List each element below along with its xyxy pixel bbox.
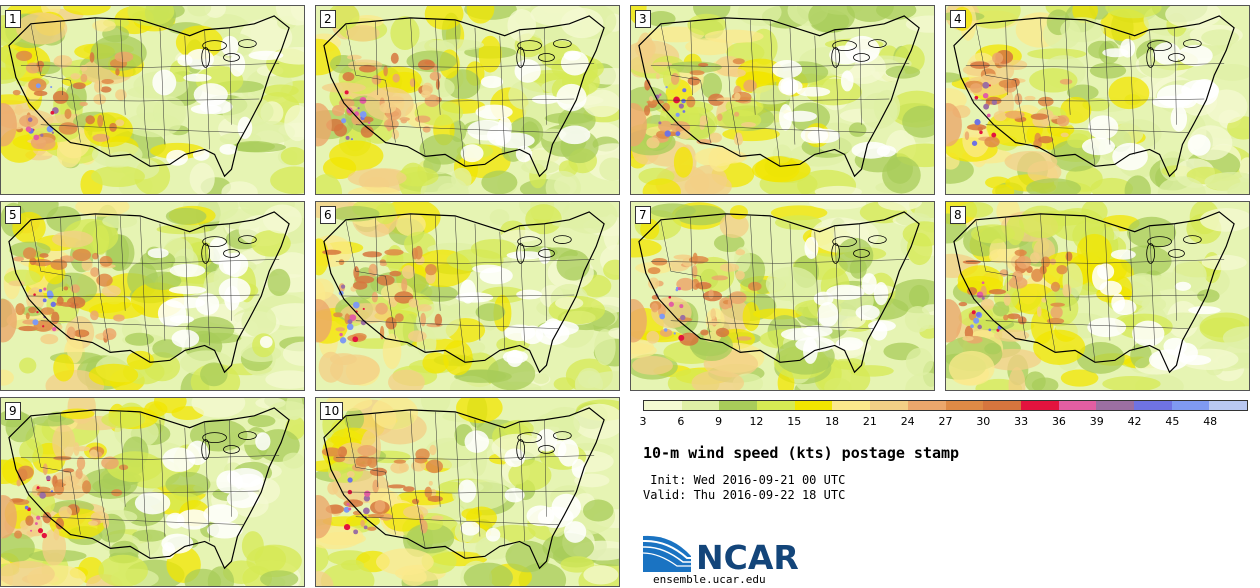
colorbar-tick-label: 12: [749, 415, 764, 428]
colorbar-tick-label: 33: [1014, 415, 1029, 428]
wind-speed-map: [316, 202, 619, 390]
colorbar-tick-label: 18: [825, 415, 840, 428]
wind-speed-map: [946, 202, 1249, 390]
colorbar-segment: [794, 401, 833, 410]
colorbar-tick-label: 45: [1165, 415, 1180, 428]
stamp-panel-4: 4: [945, 5, 1250, 195]
wind-speed-map: [1, 398, 304, 586]
colorbar-tick-label: 6: [677, 415, 685, 428]
member-number: 2: [320, 10, 336, 28]
member-number: 8: [950, 206, 966, 224]
wind-speed-map: [946, 6, 1249, 194]
colorbar-segment: [832, 401, 871, 410]
colorbar-segment: [1020, 401, 1059, 410]
colorbar-segment: [1133, 401, 1172, 410]
stamp-panel-7: 7: [630, 201, 935, 391]
colorbar-segment: [1209, 401, 1247, 410]
ncar-logo-text: NCAR: [696, 538, 799, 577]
colorbar-segment: [644, 401, 682, 410]
colorbar-segment: [983, 401, 1021, 410]
member-number: 4: [950, 10, 966, 28]
colorbar-tick-label: 3: [639, 415, 647, 428]
colorbar-tick-label: 27: [938, 415, 953, 428]
colorbar: [643, 400, 1248, 411]
colorbar-tick-label: 9: [715, 415, 723, 428]
colorbar-segment: [681, 401, 720, 410]
stamp-panel-3: 3: [630, 5, 935, 195]
wind-speed-map: [1, 202, 304, 390]
colorbar-tick-label: 48: [1203, 415, 1218, 428]
wind-speed-map: [316, 6, 619, 194]
colorbar-tick-label: 30: [976, 415, 991, 428]
colorbar-segment: [945, 401, 984, 410]
colorbar-segment: [719, 401, 758, 410]
stamp-panel-2: 2: [315, 5, 620, 195]
colorbar-tick-label: 15: [787, 415, 802, 428]
colorbar-segment: [757, 401, 795, 410]
member-number: 3: [635, 10, 651, 28]
colorbar-tick-label: 36: [1051, 415, 1066, 428]
member-number: 5: [5, 206, 21, 224]
stamp-panel-9: 9: [0, 397, 305, 587]
wind-speed-map: [631, 202, 934, 390]
init-time: Init: Wed 2016-09-21 00 UTC: [643, 473, 846, 487]
member-number: 6: [320, 206, 336, 224]
stamp-panel-5: 5: [0, 201, 305, 391]
colorbar-segment: [870, 401, 908, 410]
colorbar-tick-label: 24: [900, 415, 915, 428]
ensemble-url: ensemble.ucar.edu: [653, 573, 766, 586]
stamp-panel-1: 1: [0, 5, 305, 195]
member-number: 10: [320, 402, 344, 420]
wind-speed-map: [1, 6, 304, 194]
colorbar-tick-label: 39: [1089, 415, 1104, 428]
ncar-logo-icon: [643, 535, 691, 572]
member-number: 7: [635, 206, 651, 224]
colorbar-segment: [1096, 401, 1134, 410]
member-number: 9: [5, 402, 21, 420]
stamp-panel-8: 8: [945, 201, 1250, 391]
member-number: 1: [5, 10, 21, 28]
valid-time: Valid: Thu 2016-09-22 18 UTC: [643, 488, 846, 502]
colorbar-segment: [1171, 401, 1210, 410]
plot-title: 10-m wind speed (kts) postage stamp: [643, 444, 960, 462]
stamp-panel-10: 10: [315, 397, 620, 587]
colorbar-segment: [1058, 401, 1097, 410]
colorbar-tick-label: 21: [862, 415, 877, 428]
colorbar-tick-label: 42: [1127, 415, 1142, 428]
wind-speed-map: [316, 398, 619, 586]
colorbar-ticks: 3 6 9 12 15 18 21 24 27 30 33 36 39 42 45 48: [639, 415, 1248, 429]
stamp-panel-6: 6: [315, 201, 620, 391]
wind-speed-map: [631, 6, 934, 194]
colorbar-segment: [907, 401, 946, 410]
